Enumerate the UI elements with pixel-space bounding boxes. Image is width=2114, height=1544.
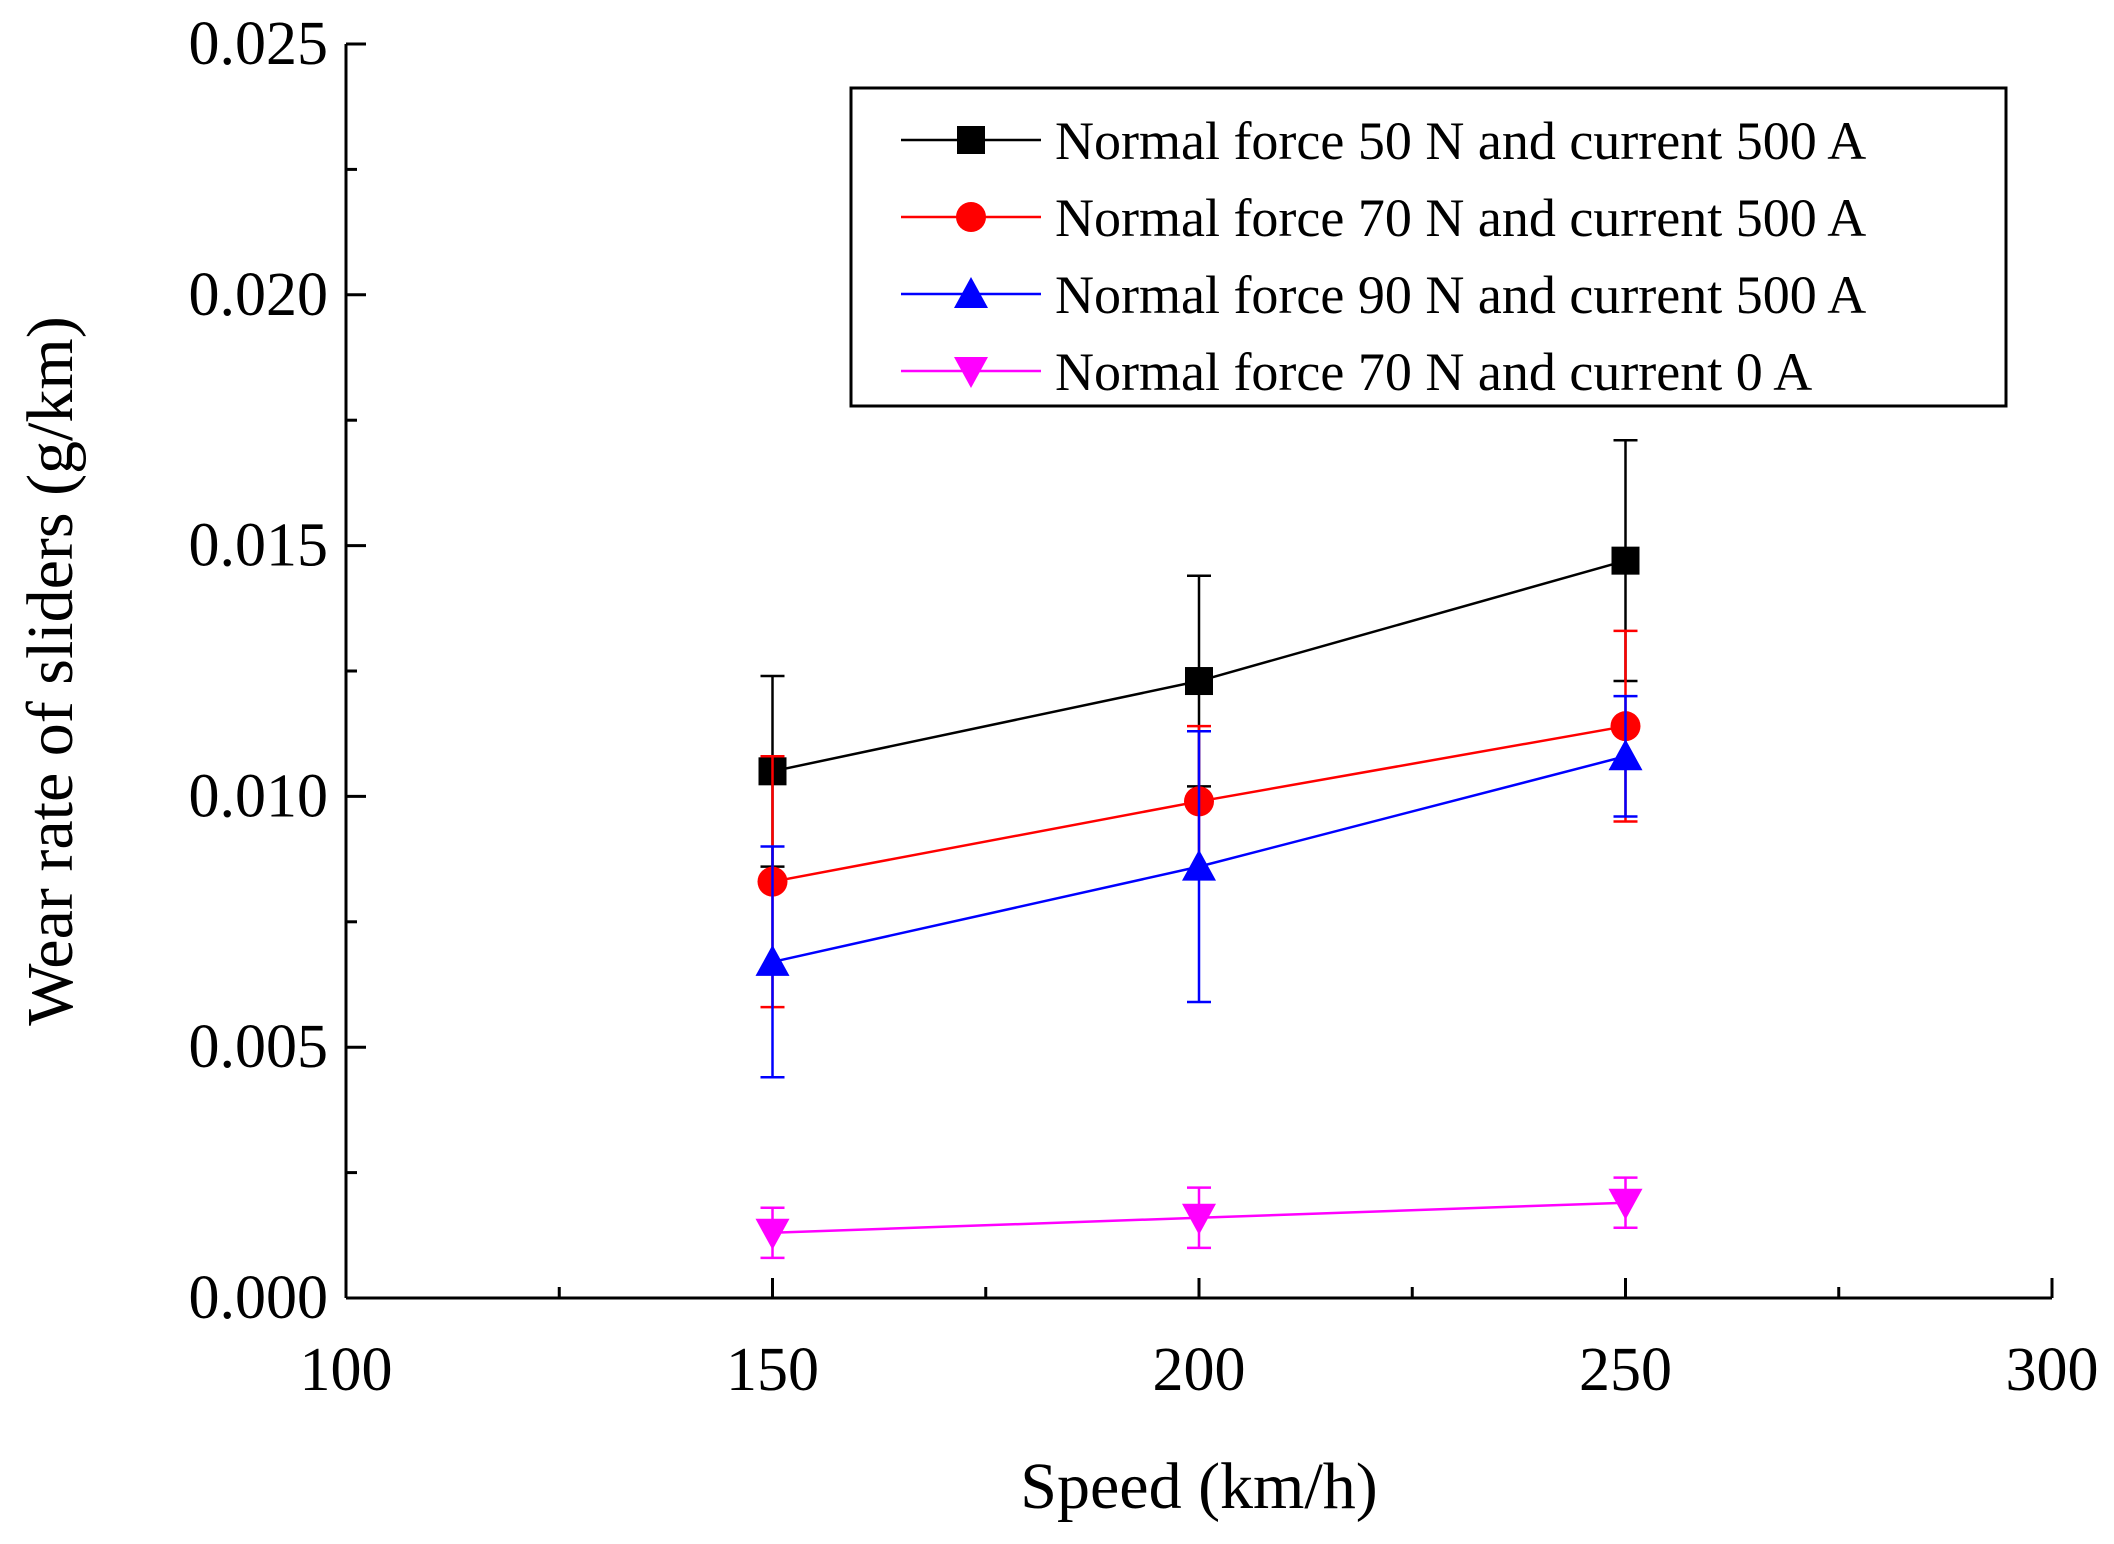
series	[755, 1176, 1643, 1260]
y-tick-label: 0.020	[189, 261, 329, 329]
x-tick-label: 100	[300, 1336, 393, 1404]
x-tick-label: 250	[1579, 1336, 1672, 1404]
plot-series	[755, 439, 1643, 1260]
legend-label: Normal force 50 N and current 500 A	[1055, 111, 1866, 171]
y-tick-label: 0.010	[189, 762, 329, 830]
y-tick-label: 0.015	[189, 512, 329, 580]
data-point	[1182, 1203, 1216, 1235]
x-axis-title: Speed (km/h)	[1020, 1450, 1377, 1523]
series	[755, 694, 1643, 1079]
x-tick-label: 300	[2006, 1336, 2099, 1404]
legend-label: Normal force 90 N and current 500 A	[1055, 265, 1866, 325]
data-point	[1608, 739, 1643, 771]
data-point	[1182, 849, 1216, 881]
y-tick-label: 0.000	[189, 1264, 329, 1332]
data-point	[755, 1218, 790, 1250]
x-tick-label: 150	[726, 1336, 819, 1404]
y-axis-title: Wear rate of sliders (g/km)	[14, 316, 87, 1025]
legend: Normal force 50 N and current 500 A Norma…	[849, 86, 2008, 408]
x-tick-label: 200	[1153, 1336, 1246, 1404]
legend-marker	[954, 277, 988, 308]
data-point	[1611, 546, 1640, 575]
legend-marker	[956, 202, 986, 232]
legend-marker	[957, 126, 985, 154]
legend-box	[849, 86, 2008, 408]
axes: 100 150 200 250 300 0.000 0.005 0.010 0.015 0.020…	[189, 10, 2099, 1404]
data-point	[755, 944, 790, 976]
y-tick-label: 0.005	[189, 1013, 329, 1081]
data-point	[1608, 1188, 1643, 1220]
legend-label: Normal force 70 N and current 0 A	[1055, 342, 1812, 402]
legend-marker	[954, 357, 988, 388]
legend-label: Normal force 70 N and current 500 A	[1055, 188, 1866, 248]
y-tick-label: 0.025	[189, 10, 329, 78]
data-point	[1185, 667, 1213, 696]
